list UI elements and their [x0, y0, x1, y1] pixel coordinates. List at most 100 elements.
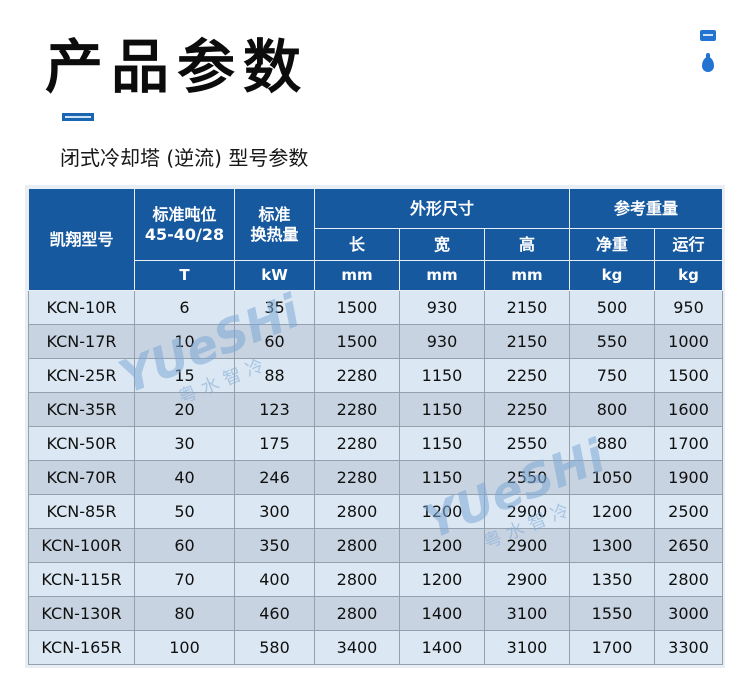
cell-net-weight: 880 — [569, 426, 656, 461]
water-drop-icon — [702, 53, 714, 72]
cell-width: 1200 — [399, 494, 485, 529]
cell-heat: 460 — [234, 596, 315, 631]
cell-net-weight: 1350 — [569, 562, 656, 597]
cell-width: 930 — [399, 324, 485, 359]
cell-running-weight: 950 — [654, 290, 724, 325]
cell-tonnage: 20 — [134, 392, 235, 427]
cell-length: 1500 — [314, 290, 400, 325]
cell-heat: 580 — [234, 630, 315, 665]
title-accent-badge — [62, 113, 94, 121]
cell-height: 3100 — [483, 596, 571, 631]
cell-heat: 35 — [234, 290, 315, 325]
table-row: KCN-10R 6 35 1500 930 2150 500 950 — [28, 290, 724, 325]
cell-heat: 175 — [234, 426, 315, 461]
cell-tonnage: 30 — [134, 426, 235, 461]
table-row: KCN-130R 80 460 2800 1400 3100 1550 3000 — [28, 596, 724, 631]
cell-model: KCN-35R — [28, 392, 135, 427]
cell-length: 2800 — [314, 562, 400, 597]
unit-tonnage: T — [134, 260, 235, 291]
cell-width: 1400 — [399, 596, 485, 631]
table-row: KCN-115R 70 400 2800 1200 2900 1350 2800 — [28, 562, 724, 597]
cell-net-weight: 500 — [569, 290, 656, 325]
cell-length: 3400 — [314, 630, 400, 665]
cell-tonnage: 100 — [134, 630, 235, 665]
cell-width: 1150 — [399, 426, 485, 461]
unit-width: mm — [399, 260, 485, 291]
cell-heat: 350 — [234, 528, 315, 563]
cell-width: 1400 — [399, 630, 485, 665]
header-label-row: 长 宽 高 净重 运行 — [29, 228, 724, 261]
cell-heat: 60 — [234, 324, 315, 359]
table-row: KCN-17R 10 60 1500 930 2150 550 1000 — [28, 324, 724, 359]
cell-height: 2550 — [483, 460, 571, 495]
cell-model: KCN-165R — [28, 630, 135, 665]
cell-length: 2280 — [314, 358, 400, 393]
cell-width: 930 — [399, 290, 485, 325]
cell-model: KCN-17R — [28, 324, 135, 359]
cell-length: 2280 — [314, 460, 400, 495]
cell-running-weight: 1600 — [654, 392, 724, 427]
cell-running-weight: 3000 — [654, 596, 724, 631]
cell-height: 2150 — [483, 324, 571, 359]
cell-heat: 246 — [234, 460, 315, 495]
table-row: KCN-35R 20 123 2280 1150 2250 800 1600 — [28, 392, 724, 427]
cell-model: KCN-100R — [28, 528, 135, 563]
cell-model: KCN-50R — [28, 426, 135, 461]
col-header-running-weight: 运行 — [654, 228, 724, 261]
col-group-weight: 参考重量 — [569, 188, 724, 229]
col-header-heat: 标准 换热量 — [234, 188, 315, 261]
cell-length: 2800 — [314, 528, 400, 563]
cell-length: 2800 — [314, 494, 400, 529]
unit-heat: kW — [234, 260, 315, 291]
cell-model: KCN-115R — [28, 562, 135, 597]
cell-tonnage: 80 — [134, 596, 235, 631]
unit-net-weight: kg — [569, 260, 656, 291]
cell-heat: 400 — [234, 562, 315, 597]
cell-running-weight: 3300 — [654, 630, 724, 665]
cell-net-weight: 1550 — [569, 596, 656, 631]
unit-length: mm — [314, 260, 400, 291]
unit-running-weight: kg — [654, 260, 724, 291]
spec-table-container: YUeSHi 粤水智冷 YUeSHi 粤水智冷 凯翔型号 标准吨位 45-40/… — [25, 185, 725, 668]
cell-net-weight: 1300 — [569, 528, 656, 563]
cell-heat: 88 — [234, 358, 315, 393]
heat-label-line1: 标准 — [258, 204, 291, 224]
table-row: KCN-70R 40 246 2280 1150 2550 1050 1900 — [28, 460, 724, 495]
col-header-width: 宽 — [399, 228, 485, 261]
cell-height: 2150 — [483, 290, 571, 325]
cell-model: KCN-25R — [28, 358, 135, 393]
cell-net-weight: 1200 — [569, 494, 656, 529]
table-row: KCN-100R 60 350 2800 1200 2900 1300 2650 — [28, 528, 724, 563]
cell-heat: 123 — [234, 392, 315, 427]
cell-tonnage: 60 — [134, 528, 235, 563]
table-body: KCN-10R 6 35 1500 930 2150 500 950 KCN-1… — [28, 290, 724, 665]
cell-length: 2280 — [314, 392, 400, 427]
heat-label-line2: 换热量 — [250, 224, 299, 244]
table-row: KCN-85R 50 300 2800 1200 2900 1200 2500 — [28, 494, 724, 529]
table-row: KCN-165R 100 580 3400 1400 3100 1700 330… — [28, 630, 724, 665]
blue-brick-icon — [700, 30, 716, 41]
cell-height: 2900 — [483, 494, 571, 529]
col-header-tonnage: 标准吨位 45-40/28 — [134, 188, 235, 261]
cell-net-weight: 800 — [569, 392, 656, 427]
cell-net-weight: 550 — [569, 324, 656, 359]
section-subtitle: 闭式冷却塔 (逆流) 型号参数 — [60, 146, 309, 170]
col-header-height: 高 — [483, 228, 571, 261]
col-header-model: 凯翔型号 — [28, 188, 135, 291]
tonnage-label-line1: 标准吨位 — [152, 204, 217, 224]
cell-length: 1500 — [314, 324, 400, 359]
cell-model: KCN-85R — [28, 494, 135, 529]
cell-tonnage: 15 — [134, 358, 235, 393]
col-header-net-weight: 净重 — [569, 228, 656, 261]
cell-height: 2250 — [483, 392, 571, 427]
cell-tonnage: 50 — [134, 494, 235, 529]
cell-width: 1200 — [399, 528, 485, 563]
cell-width: 1200 — [399, 562, 485, 597]
cell-running-weight: 1700 — [654, 426, 724, 461]
cell-width: 1150 — [399, 358, 485, 393]
cell-tonnage: 70 — [134, 562, 235, 597]
cell-height: 3100 — [483, 630, 571, 665]
cell-model: KCN-10R — [28, 290, 135, 325]
cell-tonnage: 40 — [134, 460, 235, 495]
cell-tonnage: 6 — [134, 290, 235, 325]
